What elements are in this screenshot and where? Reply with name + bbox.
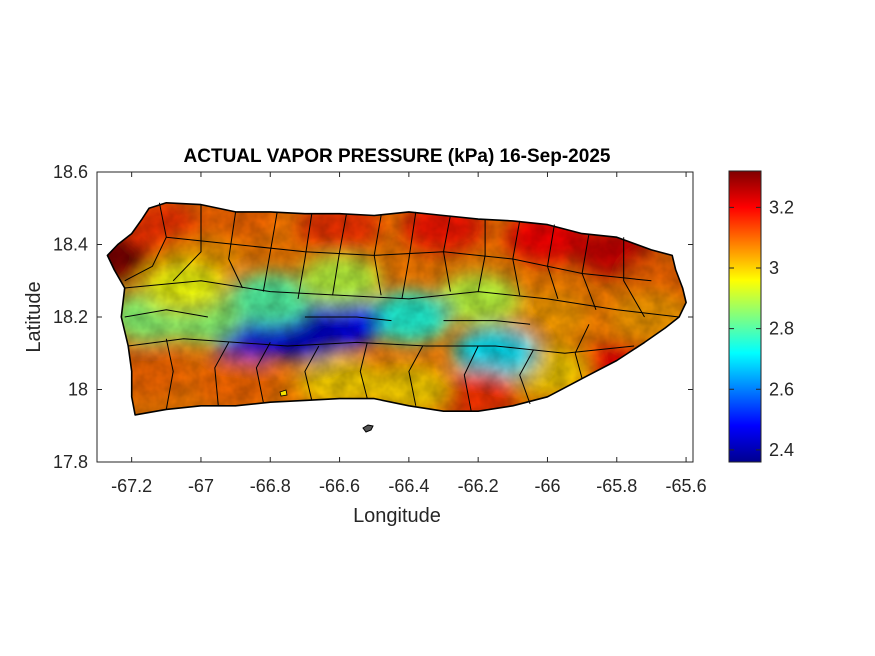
municipality-border: [304, 345, 320, 401]
y-tick-label: 18.6: [53, 162, 88, 182]
chart-title: ACTUAL VAPOR PRESSURE (kPa) 16-Sep-2025: [184, 146, 611, 167]
municipality-border: [519, 349, 535, 405]
y-axis-label: Latitude: [23, 281, 45, 352]
colorbar-tick-label: 2.4: [769, 440, 794, 460]
x-tick-label: -66.8: [250, 476, 291, 496]
y-tick-label: 18.4: [53, 235, 88, 255]
colorbar-tick-label: 3: [769, 258, 779, 278]
x-axis-ticks: -67.2 -67 -66.8 -66.6 -66.4 -66.2 -66 -65.8 -65.…: [111, 172, 707, 496]
colorbar-tick-label: 2.8: [769, 319, 794, 339]
municipality-borders: [124, 202, 680, 412]
x-axis-label: Longitude: [353, 505, 441, 527]
x-tick-label: -67: [188, 476, 214, 496]
municipality-border: [214, 342, 230, 406]
y-tick-label: 17.8: [53, 452, 88, 472]
municipality-border: [128, 338, 635, 354]
colorbar-ticks: 3.2 3 2.8 2.6 2.4: [729, 197, 794, 460]
x-tick-label: -66.6: [319, 476, 360, 496]
municipality-border: [124, 309, 208, 318]
colorbar-tick-label: 2.6: [769, 379, 794, 399]
municipality-border: [463, 345, 479, 412]
x-tick-label: -66: [534, 476, 560, 496]
municipality-border: [262, 211, 278, 292]
municipality-border: [574, 324, 590, 379]
municipality-border: [165, 338, 174, 410]
municipality-border: [359, 342, 368, 399]
municipality-border: [443, 320, 531, 325]
municipality-border: [623, 237, 645, 318]
colorbar-tick-label: 3.2: [769, 197, 794, 217]
municipality-border: [477, 219, 486, 292]
x-tick-label: -66.2: [458, 476, 499, 496]
caja-de-muertos-islet: [362, 424, 374, 433]
municipality-border: [297, 213, 313, 299]
southwest-islet: [279, 389, 288, 397]
x-tick-label: -65.8: [596, 476, 637, 496]
municipality-border: [408, 345, 424, 406]
x-tick-label: -67.2: [111, 476, 152, 496]
municipality-border: [304, 316, 392, 322]
municipality-border: [124, 280, 680, 318]
municipality-border: [124, 202, 167, 282]
colorbar: [728, 170, 762, 463]
municipality-border: [401, 211, 417, 299]
municipality-border: [166, 236, 652, 282]
municipality-border: [172, 204, 202, 282]
y-tick-label: 18.2: [53, 307, 88, 327]
x-tick-label: -66.4: [388, 476, 429, 496]
y-tick-label: 18: [68, 380, 88, 400]
municipality-border: [228, 211, 243, 289]
y-axis-ticks: 18.6 18.4 18.2 18 17.8: [53, 162, 693, 472]
x-tick-label: -65.6: [666, 476, 707, 496]
municipality-border: [332, 213, 347, 296]
municipality-border: [255, 342, 271, 403]
